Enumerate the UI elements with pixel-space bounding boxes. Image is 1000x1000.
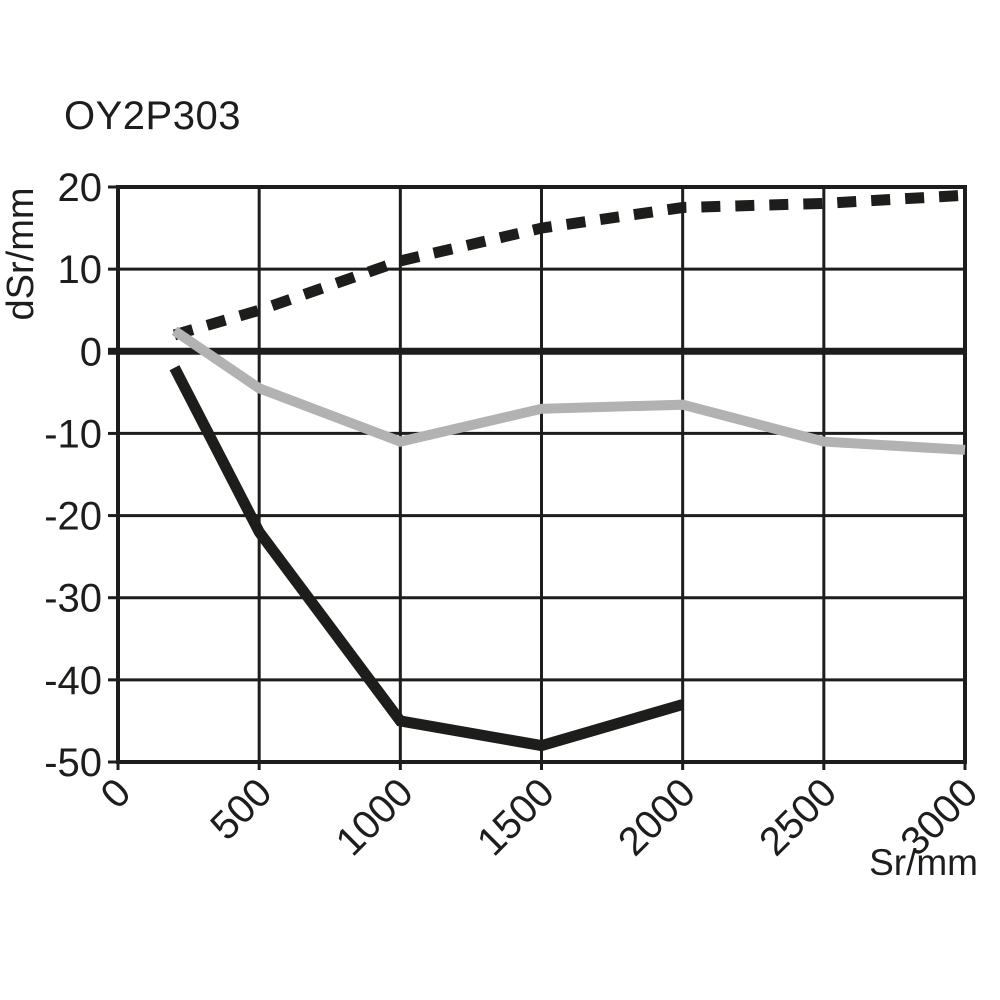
x-tick-label: 2500: [751, 770, 845, 864]
y-tick-label: -50: [44, 741, 102, 785]
chart-title: OY2P303: [64, 94, 241, 138]
y-tick-label: 10: [58, 248, 103, 292]
y-tick-label: -40: [44, 659, 102, 703]
x-tick-label: 500: [202, 770, 280, 848]
solid-black-line: [169, 365, 685, 752]
y-tick-label: 0: [80, 330, 102, 374]
x-tick-label: 1000: [328, 770, 422, 864]
y-tick-label: -10: [44, 412, 102, 456]
y-tick-label: -30: [44, 577, 102, 621]
y-tick-label: 20: [58, 166, 103, 210]
y-tick-label: -20: [44, 495, 102, 539]
plot-border: [116, 185, 967, 764]
x-tick-label: 2000: [610, 770, 704, 864]
x-axis-label: Sr/mm: [869, 842, 978, 883]
dashed-black-line: [172, 189, 966, 341]
solid-gray-line: [171, 326, 966, 455]
x-tick-label: 1500: [469, 770, 563, 864]
